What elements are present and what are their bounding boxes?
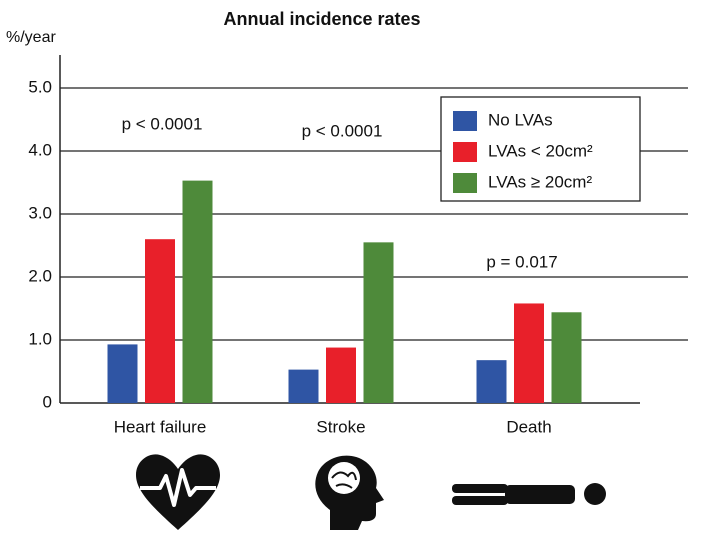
legend-label: LVAs < 20cm² [488,141,593,160]
annotation: p < 0.0001 [122,114,203,133]
legend-label: LVAs ≥ 20cm² [488,172,592,191]
bar [326,347,356,403]
y-tick-label: 0 [43,392,52,411]
annotation: p = 0.017 [486,252,557,271]
bar [363,242,394,403]
bar [476,360,507,403]
legend-label: No LVAs [488,110,553,129]
x-tick-label: Stroke [316,417,365,436]
y-tick-label: 1.0 [28,329,52,348]
bar [288,369,319,403]
head-icon [315,455,384,530]
bar [145,239,175,403]
y-tick-label: 2.0 [28,266,52,285]
x-tick-label: Heart failure [114,417,207,436]
bar [182,180,213,403]
lying-person-icon [452,483,606,505]
heart-icon [136,454,220,530]
y-tick-label: 5.0 [28,77,52,96]
legend-swatch [453,111,477,131]
x-tick-label: Death [506,417,551,436]
annotation: p < 0.0001 [302,121,383,140]
legend-swatch [453,142,477,162]
bar [551,312,582,403]
chart-title: Annual incidence rates [223,9,420,29]
y-tick-label: 3.0 [28,203,52,222]
legend-swatch [453,173,477,193]
bar [107,344,138,403]
bar [514,303,544,403]
y-axis-label: %/year [6,29,56,46]
y-tick-label: 4.0 [28,140,52,159]
